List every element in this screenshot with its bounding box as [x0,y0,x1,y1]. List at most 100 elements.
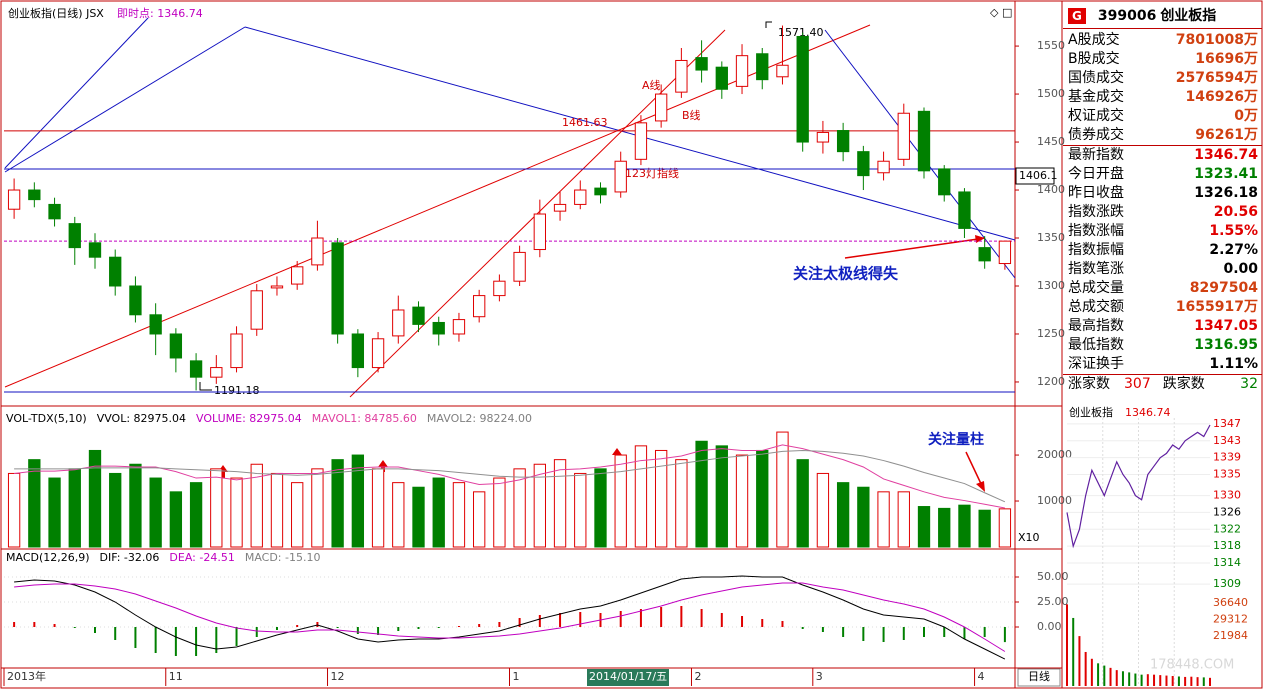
label: 深证换手 [1068,356,1124,372]
intraday-vol [1115,670,1118,686]
icon[interactable]: ◇ □ [990,6,1012,19]
legend-item: MACD(12,26,9) [6,551,90,564]
annotation: 1571.40 [778,26,824,39]
cursor-price: 1406.1 [1019,169,1058,182]
intraday-vol [1165,675,1168,686]
line [14,582,1006,652]
label: 今日开盘 [1068,166,1124,182]
quote-row: 总成交量 8297504 [1063,279,1262,298]
period-button-label[interactable]: 日线 [1028,669,1050,683]
volume-bar [533,463,546,548]
legend-item: MAVOL2: 98224.00 [427,412,532,425]
candle-body [715,66,728,90]
volume-bar [473,491,486,548]
legend-item: MAVOL1: 84785.60 [312,412,417,425]
candle-body [998,240,1012,265]
stats-list: 最新指数 1346.74 今日开盘 1323.41 昨日收盘 1326.18 指数涨跌 20.… [1063,145,1262,374]
volume-bar [270,472,284,548]
candle-body [938,168,951,196]
annotation: B线 [682,108,701,122]
quote-row: 最低指数 1316.95 [1063,336,1262,355]
candle-body [452,319,466,335]
mini-tick-label: 1314 [1213,556,1241,569]
value: 2576594万 [1175,70,1258,86]
candle-body [48,203,61,220]
label: 总成交额 [1068,299,1124,315]
cursor-price-box [1015,167,1055,185]
legend-item: DEA: -24.51 [169,551,234,564]
label: 涨家数 [1068,376,1110,392]
volume-bar [776,431,789,548]
annotation: 1191.18 [214,384,260,397]
intraday-vol [1128,672,1131,686]
value: 0万 [1234,108,1258,124]
candle-body [331,242,344,335]
turnover-list: A股成交 7801008万 B股成交 16696万 国债成交 2576594万 基金成交 14… [1063,28,1262,145]
volume-bar [331,459,344,548]
candle-body [351,333,365,369]
quote-row: 国债成交 2576594万 [1063,69,1262,88]
intraday-vol [1134,673,1137,686]
label: 基金成交 [1068,89,1124,105]
label: 跌家数 [1162,376,1205,392]
value: 96261万 [1195,127,1258,143]
label: 最低指数 [1068,337,1124,353]
value: 1316.95 [1194,337,1258,353]
volume-bar [756,449,769,548]
watermark: 178448.COM [1150,658,1234,673]
volume-bar [836,482,850,548]
legend-item: VVOL: 82975.04 [97,412,186,425]
scale-label: X10 [1018,531,1040,544]
volume-bar [432,477,445,548]
volume-bar [695,440,708,548]
intraday-vol [1103,665,1106,686]
candle-body [857,151,870,177]
intraday-vol [1209,677,1211,686]
candle-body [7,189,21,210]
x-tick-label: 4 [978,670,985,683]
intraday-vol [1090,658,1093,686]
x-tick-label: 1 [513,670,520,683]
intraday-vol [1066,604,1068,686]
value: 307 [1124,376,1151,392]
volume-bar [149,477,162,548]
mini-vol-tick: 29312 [1213,613,1248,626]
label: 指数涨跌 [1068,204,1124,220]
candle-body [129,285,142,316]
value: 1347.05 [1194,318,1258,334]
quote-row: 指数涨跌 20.56 [1063,203,1262,222]
volume-bar [715,445,728,548]
quote-row: B股成交 16696万 [1063,50,1262,69]
volume-bar [614,454,627,548]
volume-bar [250,463,263,548]
x-tick-label: 2 [694,670,701,683]
value: 20.56 [1213,204,1258,220]
intraday-vol [1072,617,1075,686]
candle-body [756,53,769,81]
quote-panel: G 399006 创业板指 A股成交 7801008万 B股成交 16696万 国债成交… [1063,4,1262,394]
period-button[interactable] [1017,668,1061,687]
mini-tick-label: 1339 [1213,451,1241,464]
volume-bar [230,477,243,548]
quote-row: 总成交额 1655917万 [1063,298,1262,317]
candle-body [877,160,890,174]
quote-row: 昨日收盘 1326.18 [1063,184,1262,203]
label: 债券成交 [1068,127,1124,143]
value: 1346.74 [1194,147,1258,163]
candle-body [473,295,486,318]
volume-bar [553,459,567,548]
volume-bar [311,468,324,548]
intraday-vol [1109,667,1112,686]
volume-bar [897,491,910,548]
candle-body [513,251,526,282]
volume-bar [28,459,41,548]
mini-tick-label: 1343 [1213,434,1241,447]
cursor-date-box [587,669,669,686]
mini-tick-label: 1326 [1213,505,1241,518]
volume-bar [634,445,648,548]
mini-vol-tick: 36640 [1213,596,1248,609]
quote-row: 指数振幅 2.27% [1063,241,1262,260]
y-tick-label: 0.00 [1037,620,1062,633]
y-tick-label: 1450 [1037,135,1065,148]
